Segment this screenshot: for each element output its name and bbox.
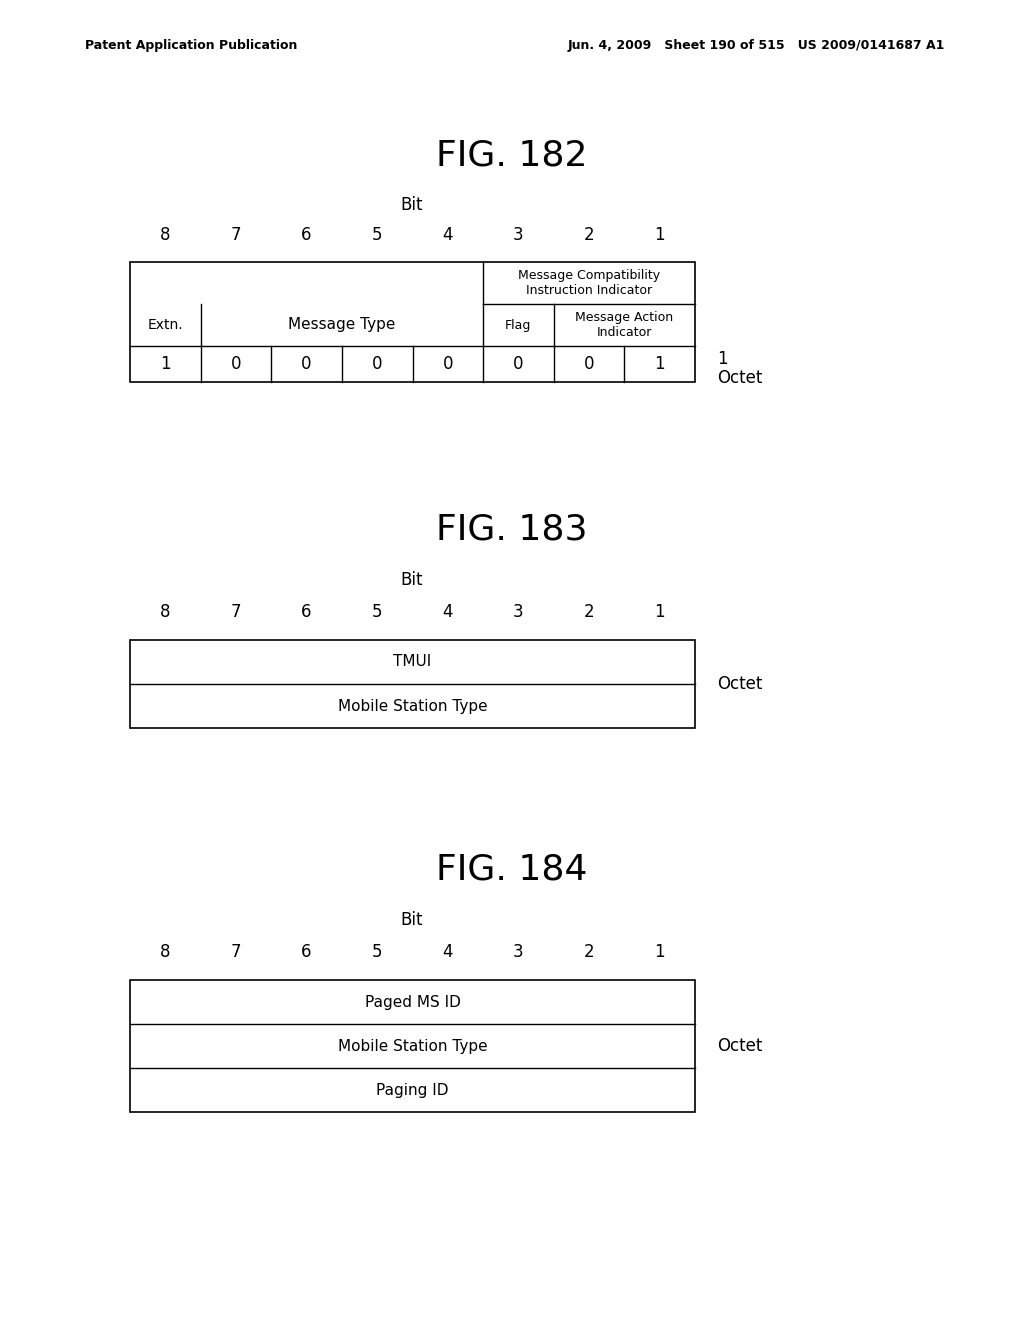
Text: 1: 1 bbox=[160, 355, 171, 374]
Text: 5: 5 bbox=[372, 603, 382, 620]
Text: 3: 3 bbox=[513, 603, 523, 620]
Text: Octet: Octet bbox=[717, 675, 763, 693]
Text: 7: 7 bbox=[230, 603, 242, 620]
Text: Message Type: Message Type bbox=[288, 318, 395, 333]
Text: 1: 1 bbox=[654, 942, 665, 961]
Text: 8: 8 bbox=[160, 603, 171, 620]
Text: FIG. 184: FIG. 184 bbox=[436, 853, 588, 887]
Text: 0: 0 bbox=[584, 355, 594, 374]
Text: 2: 2 bbox=[584, 942, 594, 961]
Text: 3: 3 bbox=[513, 942, 523, 961]
Text: Extn.: Extn. bbox=[147, 318, 183, 333]
Text: 3: 3 bbox=[513, 226, 523, 244]
Text: 1: 1 bbox=[654, 355, 665, 374]
Text: 4: 4 bbox=[442, 942, 453, 961]
Text: Message Compatibility
Instruction Indicator: Message Compatibility Instruction Indica… bbox=[518, 268, 660, 297]
Text: Patent Application Publication: Patent Application Publication bbox=[85, 38, 297, 51]
Text: FIG. 182: FIG. 182 bbox=[436, 139, 588, 172]
Text: 8: 8 bbox=[160, 226, 171, 244]
Text: FIG. 183: FIG. 183 bbox=[436, 513, 588, 546]
Text: 7: 7 bbox=[230, 226, 242, 244]
Text: 1: 1 bbox=[654, 603, 665, 620]
Text: Bit: Bit bbox=[400, 572, 423, 589]
Text: Octet: Octet bbox=[717, 370, 763, 387]
Text: Octet: Octet bbox=[717, 1038, 763, 1055]
Text: Bit: Bit bbox=[400, 911, 423, 929]
Text: 0: 0 bbox=[442, 355, 453, 374]
Text: 2: 2 bbox=[584, 603, 594, 620]
Bar bbox=[130, 640, 695, 729]
Text: 7: 7 bbox=[230, 942, 242, 961]
Text: 5: 5 bbox=[372, 226, 382, 244]
Text: 4: 4 bbox=[442, 226, 453, 244]
Text: 5: 5 bbox=[372, 942, 382, 961]
Text: Mobile Station Type: Mobile Station Type bbox=[338, 698, 487, 714]
Text: 6: 6 bbox=[301, 942, 312, 961]
Bar bbox=[130, 261, 695, 381]
Bar bbox=[130, 979, 695, 1111]
Text: 0: 0 bbox=[372, 355, 382, 374]
Text: Paged MS ID: Paged MS ID bbox=[365, 994, 461, 1010]
Text: 1: 1 bbox=[717, 350, 728, 368]
Text: 4: 4 bbox=[442, 603, 453, 620]
Text: Mobile Station Type: Mobile Station Type bbox=[338, 1039, 487, 1053]
Text: 6: 6 bbox=[301, 226, 312, 244]
Text: 0: 0 bbox=[513, 355, 523, 374]
Text: Jun. 4, 2009   Sheet 190 of 515   US 2009/0141687 A1: Jun. 4, 2009 Sheet 190 of 515 US 2009/01… bbox=[567, 38, 945, 51]
Text: TMUI: TMUI bbox=[393, 655, 432, 669]
Text: 2: 2 bbox=[584, 226, 594, 244]
Text: Bit: Bit bbox=[400, 195, 423, 214]
Text: 0: 0 bbox=[301, 355, 312, 374]
Text: 6: 6 bbox=[301, 603, 312, 620]
Text: 0: 0 bbox=[230, 355, 242, 374]
Text: 8: 8 bbox=[160, 942, 171, 961]
Text: Flag: Flag bbox=[505, 318, 531, 331]
Text: 1: 1 bbox=[654, 226, 665, 244]
Text: Message Action
Indicator: Message Action Indicator bbox=[575, 310, 674, 339]
Text: Paging ID: Paging ID bbox=[376, 1082, 449, 1097]
